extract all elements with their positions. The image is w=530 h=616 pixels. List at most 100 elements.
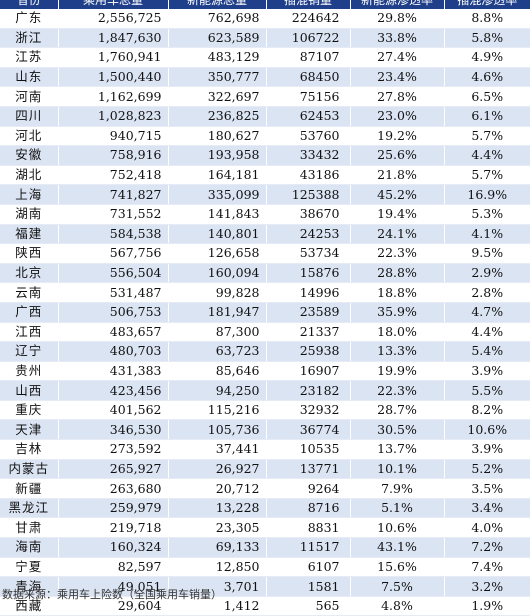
cell-nev-penetration: 27.4% (349, 47, 444, 68)
cell-total-nev: 193,958 (167, 145, 266, 166)
cell-nev-penetration: 24.1% (349, 224, 444, 245)
cell-nev-penetration: 22.3% (349, 243, 444, 264)
table-row: 湖南 731,552 141,843 38670 19.4% 5.3% (0, 204, 530, 225)
table-row: 山东 1,500,440 350,777 68450 23.4% 4.6% (0, 67, 530, 88)
header-total-nev: 新能源总量 (167, 0, 266, 9)
cell-phev-penetration: 4.7% (443, 302, 530, 323)
cell-province: 内蒙古 (0, 459, 58, 480)
cell-province: 福建 (0, 224, 58, 245)
cell-province: 天津 (0, 419, 58, 441)
cell-total-passenger: 731,552 (57, 204, 168, 225)
cell-total-nev: 160,094 (167, 263, 266, 284)
cell-phev-penetration: 5.2% (443, 459, 530, 480)
cell-province: 新疆 (0, 478, 58, 499)
cell-nev-penetration: 10.1% (349, 459, 444, 480)
cell-total-nev: 350,777 (167, 67, 266, 88)
cell-total-nev: 483,129 (167, 47, 266, 68)
table-row: 新疆 263,680 20,712 9264 7.9% 3.5% (0, 478, 530, 499)
cell-nev-penetration: 18.8% (349, 282, 444, 303)
cell-nev-penetration: 18.0% (349, 322, 444, 343)
cell-phev-penetration: 16.9% (443, 184, 530, 205)
cell-total-nev: 180,627 (167, 126, 266, 147)
cell-nev-penetration: 13.7% (349, 439, 444, 460)
cell-phev-sales: 75156 (265, 86, 350, 107)
cell-nev-penetration: 33.8% (349, 28, 444, 49)
cell-province: 河南 (0, 86, 58, 107)
table-row: 江西 483,657 87,300 21337 18.0% 4.4% (0, 322, 530, 343)
cell-total-nev: 23,305 (167, 517, 266, 539)
cell-phev-penetration: 5.7% (443, 126, 530, 147)
cell-nev-penetration: 19.4% (349, 204, 444, 225)
cell-phev-penetration: 3.9% (443, 361, 530, 382)
cell-phev-sales: 53760 (265, 126, 350, 147)
table-body: 广东 2,556,725 762,698 224642 29.8% 8.8% 浙江 1,847… (0, 9, 530, 616)
cell-total-nev: 140,801 (167, 224, 266, 245)
cell-phev-sales: 53734 (265, 243, 350, 264)
cell-phev-sales: 11517 (265, 537, 350, 558)
cell-phev-sales: 43186 (265, 165, 350, 186)
cell-phev-sales: 68450 (265, 67, 350, 88)
cell-phev-penetration: 5.8% (443, 28, 530, 49)
header-nev-penetration: 新能源渗透率 (349, 0, 444, 9)
table-row: 浙江 1,847,630 623,589 106722 33.8% 5.8% (0, 28, 530, 49)
cell-phev-penetration: 5.4% (443, 341, 530, 362)
cell-province: 广东 (0, 9, 58, 29)
table-row: 甘肃 219,718 23,305 8831 10.6% 4.0% (0, 517, 530, 539)
cell-province: 浙江 (0, 28, 58, 49)
table-row: 广西 506,753 181,947 23589 35.9% 4.7% (0, 302, 530, 323)
cell-province: 四川 (0, 106, 58, 127)
cell-phev-sales: 23182 (265, 380, 350, 401)
cell-total-nev: 623,589 (167, 28, 266, 49)
cell-total-passenger: 263,680 (57, 478, 168, 499)
cell-phev-sales: 87107 (265, 47, 350, 68)
cell-total-nev: 322,697 (167, 86, 266, 107)
cell-nev-penetration: 35.9% (349, 302, 444, 323)
cell-phev-penetration: 4.0% (443, 517, 530, 539)
cell-phev-sales: 14996 (265, 282, 350, 303)
cell-phev-sales: 24253 (265, 224, 350, 245)
table-row: 广东 2,556,725 762,698 224642 29.8% 8.8% (0, 9, 530, 29)
cell-total-passenger: 160,324 (57, 537, 168, 558)
cell-nev-penetration: 5.1% (349, 498, 444, 519)
cell-total-nev: 85,646 (167, 361, 266, 382)
cell-nev-penetration: 21.8% (349, 165, 444, 186)
cell-total-nev: 126,658 (167, 243, 266, 264)
cell-total-nev: 762,698 (167, 9, 266, 29)
cell-phev-sales: 33432 (265, 145, 350, 166)
cell-phev-sales: 13771 (265, 459, 350, 480)
cell-province: 海南 (0, 537, 58, 558)
cell-total-passenger: 1,028,823 (57, 106, 168, 127)
cell-phev-sales: 125388 (265, 184, 350, 205)
cell-nev-penetration: 28.8% (349, 263, 444, 284)
cell-nev-penetration: 15.6% (349, 557, 444, 578)
cell-nev-penetration: 27.8% (349, 86, 444, 107)
cell-province: 上海 (0, 184, 58, 205)
cell-total-passenger: 584,538 (57, 224, 168, 245)
cell-phev-sales: 32932 (265, 400, 350, 421)
cell-total-passenger: 567,756 (57, 243, 168, 264)
cell-province: 北京 (0, 263, 58, 284)
cell-total-passenger: 2,556,725 (57, 9, 168, 29)
cell-total-nev: 164,181 (167, 165, 266, 186)
cell-province: 黑龙江 (0, 498, 58, 519)
table-row: 贵州 431,383 85,646 16907 19.9% 3.9% (0, 361, 530, 382)
cell-total-nev: 37,441 (167, 439, 266, 460)
cell-nev-penetration: 22.3% (349, 380, 444, 401)
cell-phev-sales: 6107 (265, 557, 350, 578)
cell-province: 湖北 (0, 165, 58, 186)
cell-province: 陕西 (0, 243, 58, 264)
cell-total-passenger: 480,703 (57, 341, 168, 362)
cell-total-passenger: 423,456 (57, 380, 168, 401)
cell-phev-penetration: 3.2% (443, 576, 530, 597)
cell-province: 湖南 (0, 204, 58, 225)
table-row: 上海 741,827 335,099 125388 45.2% 16.9% (0, 184, 530, 205)
table-row: 河北 940,715 180,627 53760 19.2% 5.7% (0, 126, 530, 147)
cell-phev-penetration: 9.5% (443, 243, 530, 264)
cell-phev-penetration: 7.4% (443, 557, 530, 578)
cell-nev-penetration: 45.2% (349, 184, 444, 205)
cell-total-passenger: 346,530 (57, 419, 168, 441)
cell-province: 甘肃 (0, 517, 58, 539)
cell-total-nev: 115,216 (167, 400, 266, 421)
cell-phev-penetration: 8.8% (443, 9, 530, 29)
